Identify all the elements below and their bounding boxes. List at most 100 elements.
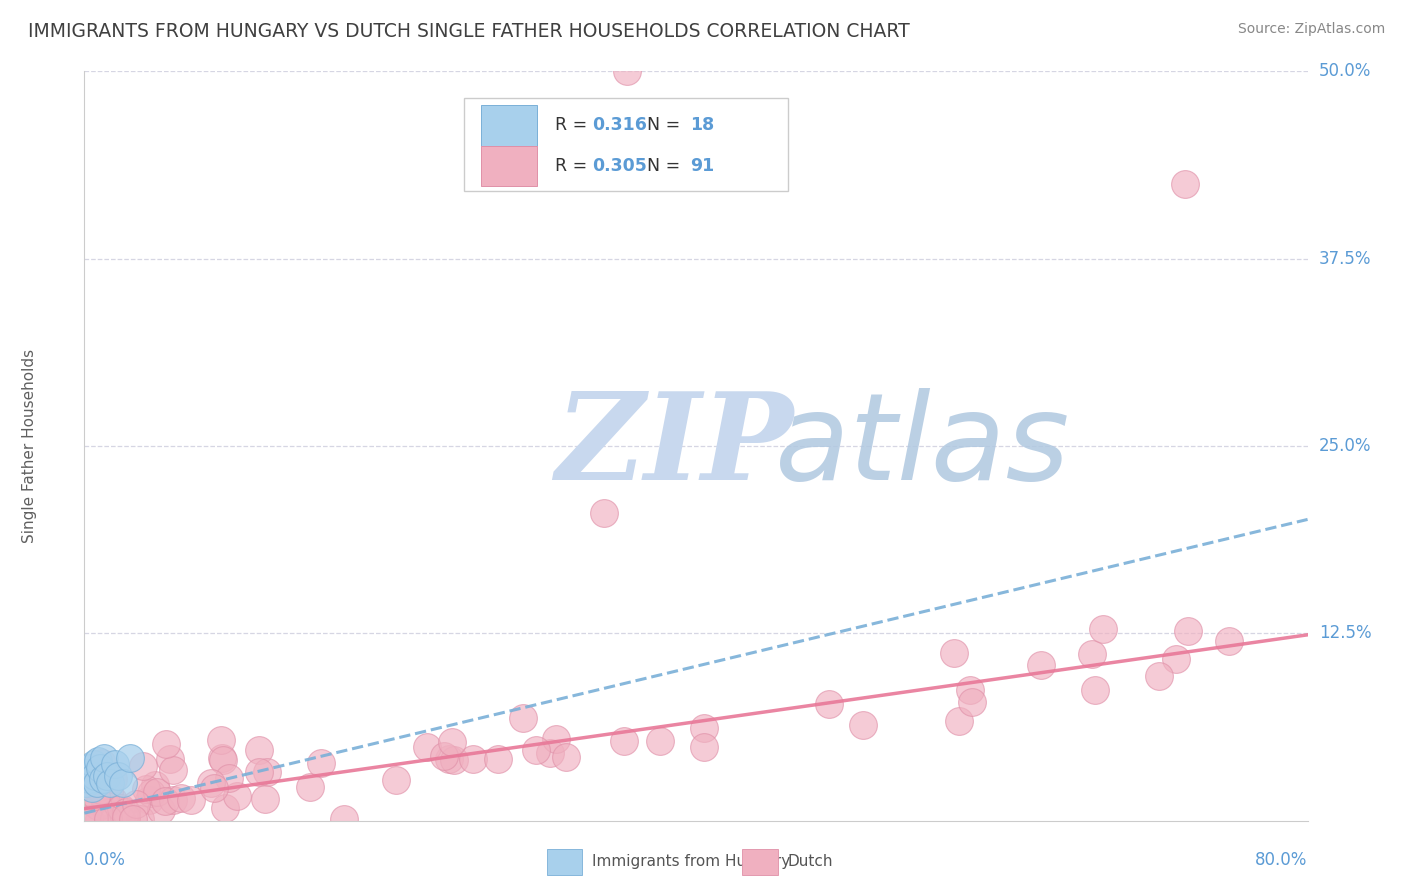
Point xyxy=(98,776,121,790)
Point xyxy=(97,812,120,826)
Point xyxy=(91,772,114,786)
Point xyxy=(544,731,567,746)
Point xyxy=(97,802,120,816)
Point xyxy=(87,754,110,768)
Point xyxy=(959,682,981,697)
Point xyxy=(440,735,463,749)
Text: atlas: atlas xyxy=(776,387,1071,505)
Text: R =: R = xyxy=(555,117,593,135)
Point xyxy=(180,793,202,807)
FancyBboxPatch shape xyxy=(464,97,787,191)
FancyBboxPatch shape xyxy=(481,145,537,186)
Point xyxy=(139,786,162,800)
Point xyxy=(948,714,970,728)
Point xyxy=(143,778,166,792)
Point xyxy=(87,798,110,813)
Point xyxy=(593,507,616,521)
Point xyxy=(93,750,115,764)
Point xyxy=(96,769,118,783)
Point xyxy=(309,756,332,771)
Point xyxy=(114,812,136,826)
FancyBboxPatch shape xyxy=(547,849,582,874)
Point xyxy=(1091,622,1114,636)
Point xyxy=(693,721,716,735)
Point xyxy=(77,774,100,789)
Point xyxy=(103,812,125,826)
Point xyxy=(115,805,138,819)
Point xyxy=(613,734,636,748)
Point xyxy=(512,711,534,725)
Point xyxy=(89,761,111,775)
Point xyxy=(247,743,270,757)
Point xyxy=(115,809,138,823)
Point xyxy=(1177,624,1199,639)
Point xyxy=(80,780,103,795)
Point xyxy=(101,793,124,807)
Point xyxy=(86,789,108,803)
Point xyxy=(254,792,277,806)
Point xyxy=(1174,177,1197,191)
Point xyxy=(433,748,456,763)
Point xyxy=(200,776,222,790)
FancyBboxPatch shape xyxy=(742,849,778,874)
Point xyxy=(226,789,249,803)
Point xyxy=(125,797,148,811)
Text: 80.0%: 80.0% xyxy=(1256,851,1308,869)
Point xyxy=(79,812,101,826)
Point xyxy=(155,794,177,808)
Point xyxy=(110,800,132,814)
Point xyxy=(218,771,240,785)
Text: 0.316: 0.316 xyxy=(592,117,647,135)
Point xyxy=(1081,647,1104,661)
Point xyxy=(79,779,101,793)
Point xyxy=(1164,651,1187,665)
Point xyxy=(461,752,484,766)
Point xyxy=(103,772,125,786)
Point xyxy=(120,750,142,764)
Point xyxy=(817,697,839,711)
FancyBboxPatch shape xyxy=(481,105,537,145)
Point xyxy=(93,797,115,811)
Point xyxy=(149,804,172,818)
Text: N =: N = xyxy=(647,157,686,175)
Text: 50.0%: 50.0% xyxy=(1319,62,1371,80)
Point xyxy=(692,739,714,754)
Text: Immigrants from Hungary: Immigrants from Hungary xyxy=(592,855,790,870)
Point xyxy=(554,750,576,764)
Point xyxy=(110,812,132,826)
Point xyxy=(170,790,193,805)
Point xyxy=(159,752,181,766)
Point xyxy=(89,812,111,826)
Point xyxy=(90,782,112,797)
Point xyxy=(486,752,509,766)
Point xyxy=(524,743,547,757)
Text: ZIP: ZIP xyxy=(555,387,793,505)
Text: 18: 18 xyxy=(690,117,714,135)
Text: 91: 91 xyxy=(690,157,714,175)
Point xyxy=(86,776,108,790)
Point xyxy=(298,780,321,795)
Point xyxy=(145,785,167,799)
Point xyxy=(385,773,408,788)
Point xyxy=(83,812,105,826)
Point xyxy=(211,750,233,764)
Point xyxy=(155,737,177,751)
Text: Single Father Households: Single Father Households xyxy=(22,349,37,543)
Point xyxy=(256,764,278,779)
Text: 12.5%: 12.5% xyxy=(1319,624,1371,642)
Point xyxy=(83,792,105,806)
Point xyxy=(84,769,107,783)
Text: 37.5%: 37.5% xyxy=(1319,250,1371,268)
Text: Dutch: Dutch xyxy=(787,855,834,870)
Point xyxy=(332,812,354,826)
Text: 0.0%: 0.0% xyxy=(84,851,127,869)
Point xyxy=(209,733,232,747)
Point xyxy=(107,769,129,783)
Point xyxy=(162,763,184,777)
Point xyxy=(650,733,672,747)
Point xyxy=(214,801,236,815)
Point xyxy=(943,646,966,660)
Point xyxy=(75,776,97,790)
Point xyxy=(443,753,465,767)
Point xyxy=(204,781,226,796)
